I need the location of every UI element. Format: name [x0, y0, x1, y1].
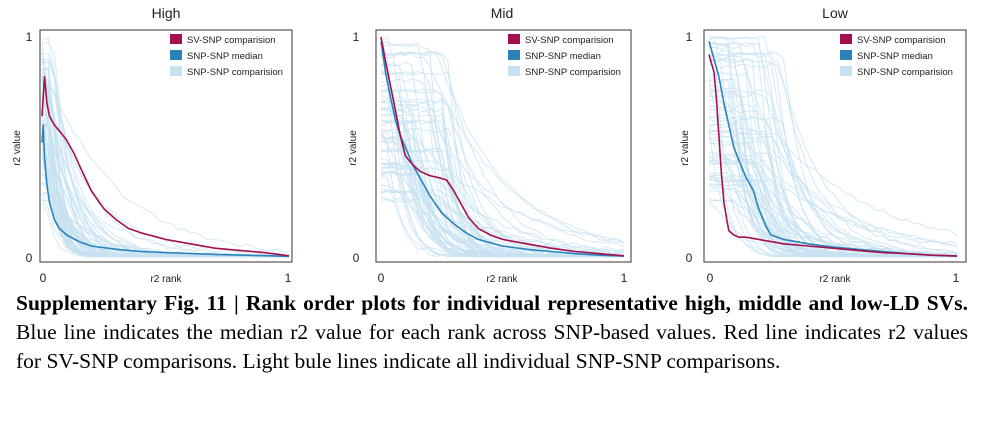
legend-label-sv-snp: SV-SNP comparision: [187, 35, 276, 46]
legend-label-snp-median: SNP-SNP median: [525, 51, 601, 62]
caption-bold: Supplementary Fig. 11 | Rank order plots…: [16, 291, 968, 315]
sv-snp-line: [380, 36, 625, 257]
series-layer: [708, 41, 958, 257]
caption-body: Blue line indicates the median r2 value …: [16, 320, 968, 373]
y-axis-label: r2 value: [680, 130, 691, 166]
figure-caption: Supplementary Fig. 11 | Rank order plots…: [16, 289, 968, 376]
x-tick-left: 0: [378, 271, 385, 285]
snp-snp-median-line: [41, 124, 290, 258]
panel-title: Mid: [491, 5, 514, 21]
snp-snp-line: [708, 71, 958, 254]
legend: SV-SNP comparision SNP-SNP median SNP-SN…: [170, 34, 283, 78]
snp-snp-line: [41, 73, 290, 258]
snp-snp-line: [708, 58, 958, 254]
x-tick-right: 1: [285, 271, 292, 285]
snp-snp-line: [708, 155, 958, 245]
x-axis-label: r2 rank: [819, 274, 851, 285]
legend-label-snp-median: SNP-SNP median: [187, 51, 263, 62]
legend-label-snp-snp: SNP-SNP comparision: [857, 67, 953, 78]
panel-title: Low: [822, 5, 849, 21]
y-tick-bottom: 0: [26, 251, 33, 265]
snp-snp-background-lines: [380, 36, 625, 258]
panel-high: High 1 0 0 1 r2 rank r2 value SV-SNP com…: [12, 5, 293, 285]
legend: SV-SNP comparision SNP-SNP median SNP-SN…: [508, 34, 621, 78]
legend-swatch-sv-snp: [508, 34, 520, 44]
snp-snp-median-line: [708, 41, 958, 257]
y-tick-bottom: 0: [686, 251, 693, 265]
y-axis-label: r2 value: [348, 130, 359, 166]
snp-snp-line: [380, 98, 625, 258]
plot-frame: [375, 29, 632, 263]
legend-swatch-snp-snp: [840, 66, 852, 76]
y-tick-top: 1: [26, 30, 33, 44]
snp-snp-background-lines: [708, 36, 958, 258]
legend-swatch-snp-snp: [508, 66, 520, 76]
y-tick-bottom: 0: [353, 251, 360, 265]
figure: High 1 0 0 1 r2 rank r2 value SV-SNP com…: [12, 5, 967, 285]
x-tick-right: 1: [953, 271, 960, 285]
x-axis-label: r2 rank: [150, 274, 182, 285]
sv-snp-line: [41, 75, 290, 257]
snp-snp-line: [41, 79, 290, 258]
snp-snp-line: [708, 134, 958, 258]
snp-snp-median-line: [380, 41, 625, 257]
snp-snp-line: [380, 51, 625, 255]
sv-snp-line: [708, 54, 958, 257]
legend-label-snp-median: SNP-SNP median: [857, 51, 933, 62]
legend-swatch-snp-median: [840, 50, 852, 60]
legend-swatch-snp-median: [170, 50, 182, 60]
legend-label-sv-snp: SV-SNP comparision: [525, 35, 614, 46]
x-axis-label: r2 rank: [486, 274, 518, 285]
snp-snp-line: [380, 53, 625, 244]
y-axis-label: r2 value: [12, 130, 23, 166]
legend-swatch-sv-snp: [170, 34, 182, 44]
snp-snp-line: [381, 71, 625, 258]
legend-swatch-sv-snp: [840, 34, 852, 44]
legend: SV-SNP comparision SNP-SNP median SNP-SN…: [840, 34, 953, 78]
legend-swatch-snp-snp: [170, 66, 182, 76]
x-tick-left: 0: [707, 271, 714, 285]
panel-title: High: [152, 5, 181, 21]
snp-snp-line: [708, 127, 958, 246]
snp-snp-line: [708, 52, 957, 258]
snp-snp-line: [41, 79, 290, 258]
x-tick-right: 1: [621, 271, 628, 285]
plot-frame: [703, 29, 967, 263]
snp-snp-line: [708, 130, 958, 237]
legend-label-snp-snp: SNP-SNP comparision: [525, 67, 621, 78]
legend-swatch-snp-median: [508, 50, 520, 60]
snp-snp-line: [41, 86, 290, 254]
snp-snp-line: [380, 72, 624, 258]
series-layer: [41, 75, 290, 258]
y-tick-top: 1: [353, 30, 360, 44]
snp-snp-line: [380, 70, 625, 258]
legend-label-snp-snp: SNP-SNP comparision: [187, 67, 283, 78]
y-tick-top: 1: [686, 30, 693, 44]
plot-frame: [39, 29, 293, 263]
snp-snp-line: [41, 113, 290, 258]
series-layer: [380, 36, 625, 257]
snp-snp-line: [708, 93, 958, 257]
panel-mid: Mid 1 0 0 1 r2 rank r2 value SV-SNP comp…: [348, 5, 632, 285]
x-tick-left: 0: [40, 271, 47, 285]
panel-low: Low 1 0 0 1 r2 rank r2 value SV-SNP comp…: [680, 5, 967, 285]
legend-label-sv-snp: SV-SNP comparision: [857, 35, 946, 46]
snp-snp-line: [380, 97, 625, 243]
snp-snp-line: [380, 51, 625, 243]
